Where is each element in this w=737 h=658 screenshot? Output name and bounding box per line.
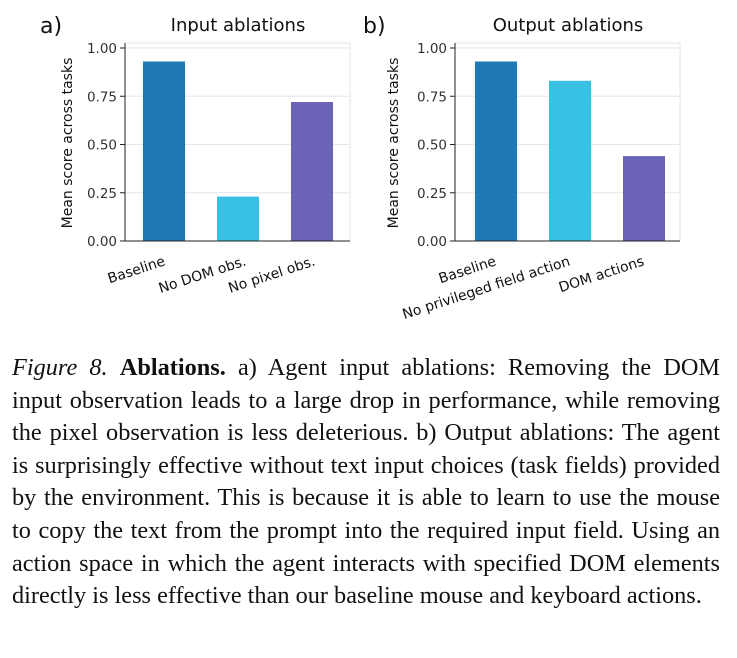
panel-b-letter: b) (363, 14, 386, 39)
panel-b-title: Output ablations (493, 15, 644, 36)
caption-text: a) Agent input ablations: Removing the D… (12, 354, 721, 610)
caption-label: Figure 8. (12, 354, 108, 381)
bar-no-privileged-field-action (549, 80, 591, 241)
y-tick-label: 0.50 (87, 138, 117, 154)
y-tick-label: 1.00 (417, 41, 447, 57)
bar-no-dom-obs- (217, 196, 259, 241)
y-tick-label: 0.00 (417, 234, 447, 250)
bar-dom-actions (623, 156, 665, 241)
bar-baseline (475, 61, 517, 242)
panel-b-ylabel: Mean score across tasks (386, 58, 402, 229)
figure: a) Input ablations Mean score across tas… (40, 14, 681, 323)
bar-no-pixel-obs- (291, 102, 333, 241)
y-tick-label: 0.25 (87, 186, 117, 202)
caption-heading: Ablations. (119, 354, 226, 381)
y-tick-label: 0.50 (417, 138, 447, 154)
y-tick-label: 0.75 (87, 89, 117, 105)
figure-caption: Figure 8. Ablations. a) Agent input abla… (12, 352, 720, 613)
x-category-label: DOM actions (557, 254, 646, 297)
panel-a-title: Input ablations (171, 15, 306, 36)
panel-b: b) Output ablations Mean score across ta… (363, 14, 681, 323)
panel-a: a) Input ablations Mean score across tas… (40, 14, 351, 297)
y-tick-label: 0.00 (87, 234, 117, 250)
y-tick-label: 0.25 (417, 186, 447, 202)
panel-a-letter: a) (40, 14, 62, 39)
y-tick-label: 0.75 (417, 89, 447, 105)
bar-baseline (143, 61, 185, 242)
panel-a-ylabel: Mean score across tasks (60, 58, 76, 229)
y-tick-label: 1.00 (87, 41, 117, 57)
